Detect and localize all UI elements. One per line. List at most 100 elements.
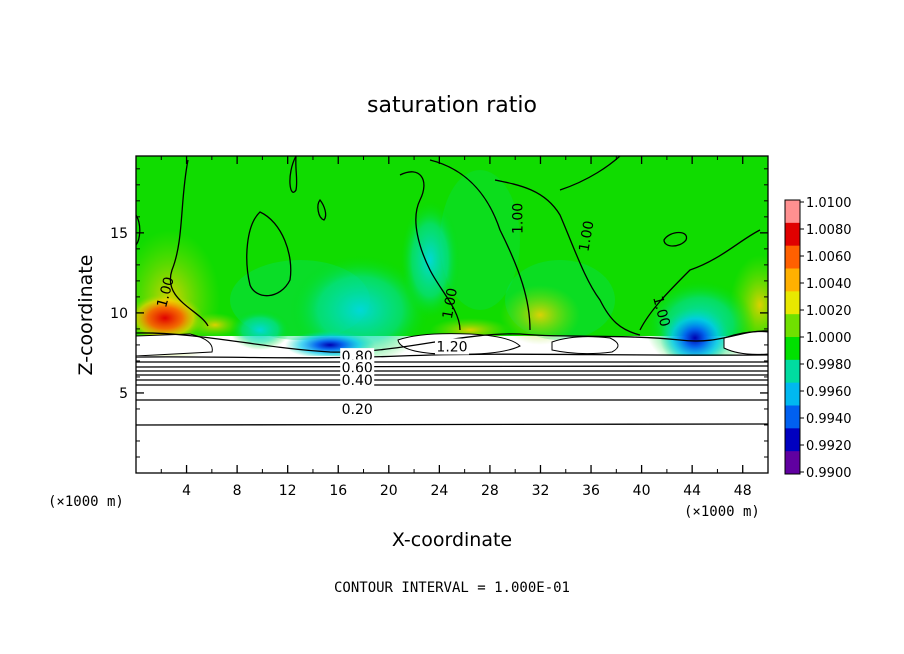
colorbar-swatch [785, 268, 800, 292]
colorbar-label: 1.0040 [806, 277, 852, 292]
contour-lines-lower [136, 330, 768, 426]
colorbar-swatch [785, 314, 800, 338]
x-tick-label: 44 [683, 483, 701, 499]
x-tick-label: 20 [380, 483, 398, 499]
contour-label-text: 0.20 [342, 402, 373, 418]
contour-line [494, 179, 641, 336]
colorbar-label: 1.0060 [806, 250, 852, 265]
x-axis: 4 8 12 16 20 24 28 32 36 40 44 48 [160, 156, 752, 499]
colorbar-swatch [785, 382, 800, 406]
colorbar-swatch [785, 222, 800, 247]
x-tick-label: 32 [532, 483, 550, 499]
contour-line [559, 156, 621, 191]
y-axis-title: Z-coordinate [75, 255, 97, 376]
cloud-blob [723, 331, 768, 355]
contour-label: 1.00 [511, 203, 527, 234]
cloud-blob [551, 336, 619, 355]
field-patch-cool [230, 310, 290, 350]
colorbar-swatch [785, 359, 800, 384]
contour-label-bg [340, 359, 375, 376]
colorbar-swatch [785, 337, 800, 361]
colorbar-label: 1.0000 [806, 331, 852, 346]
contour-label: 1.00 [576, 219, 597, 252]
plot-area [136, 156, 768, 473]
contour-line [136, 379, 768, 381]
contour-line [317, 198, 327, 221]
field-patch-warm [500, 285, 580, 345]
x-tick-label: 16 [329, 483, 347, 499]
contour-label: 1.00 [440, 287, 461, 320]
contour-label-text: 1.00 [154, 275, 178, 309]
colorbar-swatch [785, 451, 800, 475]
contour-label-text: 1.00 [649, 294, 673, 328]
field-patch-cool [400, 200, 460, 320]
contour-line [663, 231, 688, 247]
colorbar-label: 1.0020 [806, 304, 852, 319]
contour-line [136, 374, 768, 376]
contour-labels: 1.00 1.001.001.001.001.200.800.600.400.20 [154, 203, 672, 418]
x-tick-label: 28 [481, 483, 499, 499]
y-tick-label: 5 [119, 386, 128, 402]
contour-label-bg [340, 400, 375, 417]
contour-line [136, 353, 768, 359]
contour-label: 1.00 [649, 294, 673, 328]
y-tick-label: 15 [110, 226, 128, 242]
colorbar-swatch [785, 245, 800, 269]
colorbar-swatch [785, 405, 800, 429]
x-unit-right: (×1000 m) [684, 504, 760, 520]
contour-line [136, 423, 768, 426]
contour-label-bg [340, 372, 375, 389]
contour-label: 0.40 [340, 372, 375, 389]
contour-line [136, 330, 768, 353]
contour-line [399, 171, 461, 331]
plot-frame [135, 155, 769, 474]
field-patch [440, 170, 520, 310]
contour-line [136, 214, 141, 246]
x-tick-label: 48 [734, 483, 752, 499]
colorbar-label: 0.9960 [806, 385, 852, 400]
x-axis-title: X-coordinate [392, 529, 512, 551]
chart-title: saturation ratio [367, 93, 537, 118]
colorbar-label: 0.9980 [806, 358, 852, 373]
x-unit-left: (×1000 m) [48, 494, 124, 510]
colorbar-swatch [785, 291, 800, 315]
cloud-blob [136, 333, 213, 357]
contour-label-text: 0.40 [342, 373, 373, 389]
contour-label-text: 1.00 [576, 219, 597, 252]
contour-label: 1.20 [435, 338, 469, 356]
contour-lines-upper [136, 156, 761, 336]
x-tick-label: 24 [430, 483, 448, 499]
contour-interval-note: CONTOUR INTERVAL = 1.000E-01 [334, 580, 570, 596]
contour-label: 0.20 [340, 400, 375, 418]
contour-label-text: 1.20 [436, 340, 467, 356]
contour-line [136, 365, 768, 368]
colorbar-label: 1.0080 [806, 223, 852, 238]
x-tick-label: 40 [633, 483, 651, 499]
contour-line [289, 156, 298, 193]
y-tick-label: 10 [110, 306, 128, 322]
x-tick-label: 4 [182, 483, 191, 499]
contour-label-bg [435, 338, 469, 355]
contour-label: 1.00 [154, 275, 178, 309]
contour-line [136, 384, 768, 386]
x-tick-label: 8 [233, 483, 242, 499]
contour-line [136, 399, 768, 401]
contour-line [169, 159, 209, 327]
contour-line [136, 370, 768, 372]
y-axis: 5 10 15 [110, 168, 768, 458]
colorbar-label: 1.0100 [806, 196, 852, 211]
contour-label-text: 1.00 [440, 287, 461, 320]
colorbar-swatch [785, 200, 800, 224]
contour-line [246, 211, 292, 297]
contour-line [429, 159, 531, 331]
contour-label-text: 1.00 [511, 203, 527, 234]
colorbar-label: 0.9900 [806, 466, 852, 481]
colorbar-swatch [785, 428, 800, 452]
field-patch-cold [660, 308, 730, 368]
lower-region [136, 356, 768, 473]
x-tick-label: 36 [582, 483, 600, 499]
x-tick-label: 12 [279, 483, 297, 499]
contour-line [639, 229, 761, 331]
colorbar-label: 0.9940 [806, 412, 852, 427]
